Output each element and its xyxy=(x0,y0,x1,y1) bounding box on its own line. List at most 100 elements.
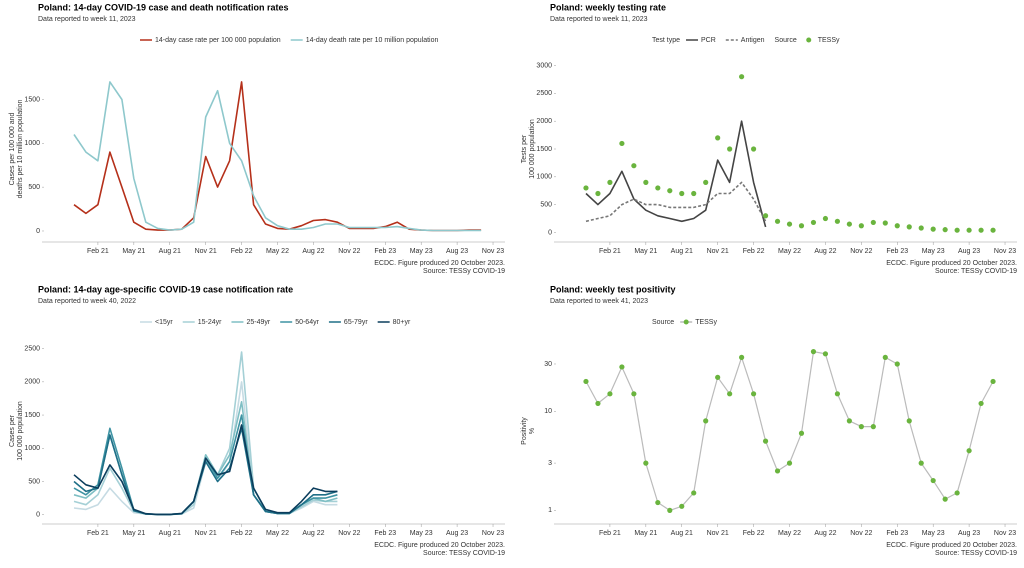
x-tick-label: Nov 23 xyxy=(994,248,1016,255)
data-point xyxy=(990,227,996,233)
caption: ECDC. Figure produced 20 October 2023. xyxy=(886,260,1017,267)
chart-title: Poland: weekly testing rate xyxy=(550,2,666,12)
legend-label: TESSy xyxy=(818,37,840,44)
y-axis-label: Positivity xyxy=(521,417,528,445)
y-tick-label: 30 xyxy=(544,361,552,368)
y-tick-label: 2500 xyxy=(24,345,40,352)
data-point xyxy=(894,223,900,229)
data-point xyxy=(954,227,960,233)
data-point xyxy=(607,391,613,397)
series-line xyxy=(585,181,767,223)
x-tick-label: Aug 22 xyxy=(302,530,324,537)
data-point xyxy=(774,468,781,474)
data-point xyxy=(619,364,625,370)
x-tick-label: May 22 xyxy=(778,530,801,537)
data-point xyxy=(990,378,996,385)
data-point xyxy=(930,226,936,232)
chart-panel: Poland: weekly testing rate Data reported… xyxy=(521,2,1017,274)
data-point xyxy=(882,220,888,226)
x-tick-label: May 23 xyxy=(410,248,433,255)
data-point xyxy=(619,140,625,147)
legend-symbol xyxy=(683,319,689,325)
x-tick-label: Aug 22 xyxy=(302,248,324,255)
data-point xyxy=(846,418,852,424)
data-point xyxy=(667,507,673,513)
data-point xyxy=(679,190,685,197)
y-axis-label: 100 000 population xyxy=(529,119,536,179)
chart-subtitle: Data reported to week 11, 2023 xyxy=(550,16,648,23)
y-tick-label: 0 xyxy=(36,512,40,519)
caption: ECDC. Figure produced 20 October 2023. xyxy=(374,260,505,267)
data-point xyxy=(739,354,745,360)
data-point xyxy=(810,349,817,355)
legend-label: <15yr xyxy=(155,319,173,326)
series-line xyxy=(585,351,994,511)
legend-label: 80+yr xyxy=(393,319,411,326)
legend-title: Test type xyxy=(652,37,680,44)
chart-subtitle: Data reported to week 41, 2023 xyxy=(550,298,648,305)
x-tick-label: Nov 22 xyxy=(338,530,360,537)
data-point xyxy=(786,460,793,466)
data-point xyxy=(906,224,912,230)
y-tick-label: 2000 xyxy=(24,379,40,386)
x-tick-label: Feb 21 xyxy=(87,530,109,537)
x-tick-label: May 22 xyxy=(266,248,289,255)
chart-title: Poland: 14-day COVID-19 case and death n… xyxy=(38,2,289,12)
data-point xyxy=(870,424,876,430)
x-tick-label: Aug 22 xyxy=(814,248,836,255)
x-tick-label: Nov 21 xyxy=(707,530,729,537)
y-tick-label: 3000 xyxy=(536,62,552,69)
data-point xyxy=(691,190,697,197)
y-tick-label: 1000 xyxy=(24,140,40,147)
y-tick-label: 0 xyxy=(36,228,40,235)
data-point xyxy=(643,460,649,466)
y-axis-label: 100 000 population xyxy=(17,401,24,461)
x-tick-label: Nov 22 xyxy=(850,530,872,537)
x-tick-label: Feb 21 xyxy=(599,530,621,537)
x-tick-label: Aug 21 xyxy=(159,248,181,255)
x-tick-label: May 22 xyxy=(266,530,289,537)
data-point xyxy=(798,223,805,229)
data-point xyxy=(715,135,721,141)
data-point xyxy=(739,74,745,80)
legend-label: PCR xyxy=(701,37,716,44)
series-line xyxy=(73,424,338,516)
data-point xyxy=(679,503,685,509)
series-line xyxy=(73,351,338,516)
caption: Source: TESSy COVID-19 xyxy=(935,550,1017,557)
x-tick-label: Feb 23 xyxy=(886,530,908,537)
chart-panel: Poland: 14-day COVID-19 case and death n… xyxy=(9,2,505,274)
legend-label: 14-day death rate per 10 million populat… xyxy=(306,37,439,44)
y-tick-label: 500 xyxy=(28,184,40,191)
legend-title: Source xyxy=(652,319,674,326)
y-tick-label: 2000 xyxy=(536,118,552,125)
data-point xyxy=(822,351,829,357)
x-tick-label: Feb 23 xyxy=(886,248,908,255)
x-tick-label: May 23 xyxy=(922,530,945,537)
series-line xyxy=(585,120,767,228)
data-point xyxy=(966,448,972,454)
y-tick-label: 1000 xyxy=(24,445,40,452)
data-point xyxy=(774,218,781,224)
legend-label: 14-day case rate per 100 000 population xyxy=(155,37,281,44)
data-point xyxy=(667,188,673,194)
x-tick-label: Nov 21 xyxy=(195,248,217,255)
x-tick-label: May 21 xyxy=(634,530,657,537)
caption: Source: TESSy COVID-19 xyxy=(423,268,505,275)
caption: ECDC. Figure produced 20 October 2023. xyxy=(886,542,1017,549)
legend-label: 25-49yr xyxy=(246,319,270,326)
data-point xyxy=(655,499,661,506)
x-tick-label: Aug 21 xyxy=(671,248,693,255)
chart-title: Poland: weekly test positivity xyxy=(550,284,676,294)
x-tick-label: Nov 23 xyxy=(994,530,1016,537)
x-tick-label: Nov 22 xyxy=(338,248,360,255)
data-point xyxy=(643,179,649,185)
x-tick-label: Nov 22 xyxy=(850,248,872,255)
chart-subtitle: Data reported to week 11, 2023 xyxy=(38,16,136,23)
x-tick-label: Aug 23 xyxy=(446,530,468,537)
data-point xyxy=(858,223,864,229)
data-point xyxy=(631,163,637,169)
data-point xyxy=(583,378,589,385)
data-point xyxy=(930,477,936,484)
